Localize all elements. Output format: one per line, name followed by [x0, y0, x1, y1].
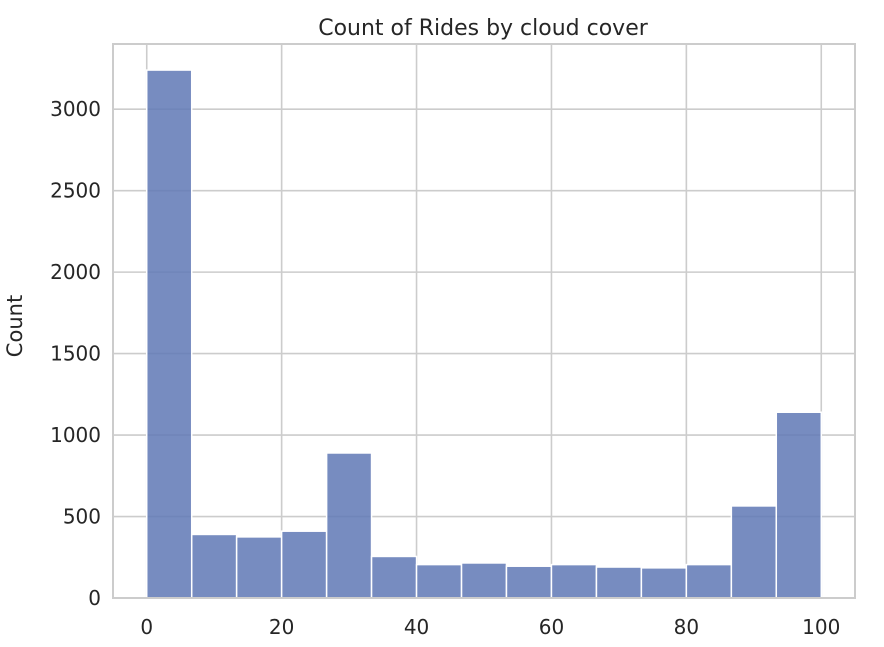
histogram-bar: [370, 555, 418, 599]
y-tick-label: 1500: [50, 342, 101, 366]
x-tick-label: 80: [674, 615, 699, 639]
plot-frame: [112, 43, 856, 599]
histogram-bar: [145, 69, 193, 599]
chart-title: Count of Rides by cloud cover: [318, 16, 649, 41]
histogram-bar: [190, 533, 238, 599]
y-axis-ticks: 0 500 1000 1500 2000 2500 3000: [50, 97, 101, 610]
x-tick-label: 0: [140, 615, 153, 639]
y-tick-label: 500: [63, 505, 101, 529]
x-tick-label: 100: [802, 615, 840, 639]
histogram-bar: [685, 563, 733, 599]
x-tick-label: 20: [269, 615, 294, 639]
x-tick-label: 40: [404, 615, 429, 639]
histogram-bar: [640, 567, 688, 599]
y-tick-label: 3000: [50, 97, 101, 121]
histogram-bar: [415, 563, 463, 599]
y-axis-label: Count: [3, 295, 27, 357]
y-tick-label: 2500: [50, 179, 101, 203]
y-tick-label: 1000: [50, 423, 101, 447]
y-tick-label: 2000: [50, 260, 101, 284]
histogram-bar: [505, 565, 553, 599]
grid: [113, 44, 855, 599]
histogram-bar: [730, 505, 778, 599]
y-tick-label: 0: [88, 586, 101, 610]
histogram-bar: [460, 562, 508, 599]
histogram-bar: [550, 563, 598, 599]
histogram-bar: [325, 452, 373, 599]
x-tick-label: 60: [539, 615, 564, 639]
histogram-bar: [595, 566, 643, 599]
histogram-bar: [775, 411, 823, 599]
histogram-bar: [235, 536, 283, 599]
bars: [145, 69, 823, 599]
x-axis-ticks: 0 20 40 60 80 100: [140, 615, 840, 639]
histogram-bar: [280, 530, 328, 599]
